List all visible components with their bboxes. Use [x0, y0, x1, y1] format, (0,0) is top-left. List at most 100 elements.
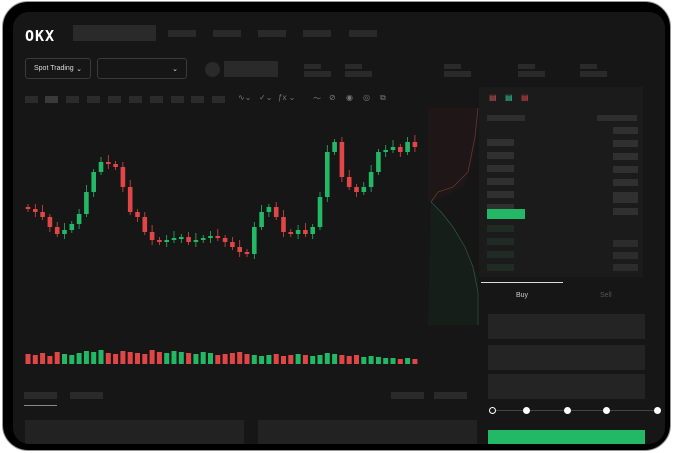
book-header — [597, 115, 637, 121]
candle-body — [33, 209, 38, 212]
candle-body — [149, 232, 155, 240]
volume-bar — [127, 352, 133, 364]
volume-bar — [354, 355, 359, 364]
candle-body — [295, 230, 301, 234]
candle-body — [142, 217, 148, 232]
wave-icon[interactable]: 〜 — [313, 94, 321, 103]
slider-step-75[interactable] — [603, 407, 610, 414]
order-card — [258, 420, 477, 444]
timeframe-button[interactable] — [25, 96, 38, 103]
candle-body — [361, 187, 367, 192]
candle-body — [76, 214, 82, 224]
timeframe-button[interactable] — [129, 96, 142, 103]
settings-icon[interactable]: ◎ — [363, 93, 370, 102]
orderbook-sell-icon[interactable]: ▤ — [521, 93, 529, 102]
slider-step-50[interactable] — [564, 407, 571, 414]
orderbook-buy-icon[interactable]: ▤ — [505, 93, 513, 102]
indicator-icon[interactable]: ∿⌄ — [238, 93, 252, 102]
buy-button[interactable] — [488, 430, 645, 444]
timeframe-button[interactable] — [45, 96, 58, 103]
nav-item[interactable] — [349, 30, 377, 37]
timeframe-button[interactable] — [171, 96, 184, 103]
timeframe-button[interactable] — [87, 96, 100, 103]
volume-bar — [368, 356, 374, 364]
candle-body — [390, 147, 396, 150]
volume-bar — [120, 351, 126, 364]
timeframe-button[interactable] — [191, 96, 204, 103]
candle-body — [412, 142, 418, 147]
candle-body — [259, 212, 264, 227]
volume-bar — [200, 352, 206, 364]
candle-body — [62, 230, 67, 234]
filter-button[interactable] — [434, 392, 467, 399]
volume-bar — [69, 355, 75, 364]
volume-bar — [317, 355, 323, 364]
ruler-icon[interactable]: ⊘ — [329, 93, 336, 102]
candle-body — [405, 142, 410, 152]
volume-bar — [91, 352, 97, 364]
nav-item[interactable] — [213, 30, 241, 37]
timeframe-button[interactable] — [212, 96, 225, 103]
function-icon[interactable]: ƒx ⌄ — [278, 93, 296, 102]
volume-bar — [332, 354, 338, 364]
candle-body — [376, 152, 381, 172]
price-input[interactable] — [488, 314, 645, 339]
candle-body — [98, 162, 104, 172]
tab-buy[interactable]: Buy — [516, 292, 529, 299]
tab-sell[interactable]: Sell — [600, 292, 612, 299]
ask-amount — [613, 192, 638, 199]
volume-bar — [251, 355, 257, 364]
bid-price — [487, 238, 514, 245]
filter-button[interactable] — [391, 392, 424, 399]
search-bar[interactable] — [73, 25, 156, 41]
candle-body — [339, 142, 345, 177]
ask-price — [487, 165, 514, 172]
percent-slider[interactable] — [493, 410, 658, 411]
amount-input[interactable] — [488, 345, 645, 370]
candle-body — [266, 207, 272, 212]
candle-body — [47, 217, 53, 227]
tab-order-history[interactable] — [70, 392, 103, 399]
bid-amount — [613, 264, 638, 271]
tab-open-orders[interactable] — [24, 392, 57, 399]
volume-bar — [259, 356, 265, 364]
volume-bar — [361, 357, 367, 364]
ask-price — [487, 191, 514, 198]
order-card — [25, 420, 244, 444]
nav-item[interactable] — [168, 30, 196, 37]
timeframe-button[interactable] — [150, 96, 163, 103]
stat-value — [304, 71, 331, 77]
candle-body — [84, 192, 89, 214]
candle-body — [303, 230, 308, 234]
volume-bar — [83, 351, 89, 364]
timeframe-button[interactable] — [66, 96, 79, 103]
ask-price — [487, 204, 514, 211]
candle-body — [237, 247, 242, 252]
market-type-dropdown[interactable]: Spot Trading ⌄ — [25, 58, 91, 79]
volume-bar — [383, 358, 389, 364]
volume-bar — [266, 355, 272, 364]
candle-body — [244, 252, 250, 254]
stat-label — [444, 64, 461, 69]
stat-label — [580, 64, 597, 69]
nav-item[interactable] — [303, 30, 331, 37]
pair-dropdown[interactable]: ⌄ — [97, 58, 187, 79]
timeframe-button[interactable] — [108, 96, 121, 103]
nav-item[interactable] — [258, 30, 286, 37]
ask-price — [487, 178, 514, 185]
total-input[interactable] — [488, 374, 645, 399]
candle-body — [54, 227, 60, 234]
fullscreen-icon[interactable]: ⧉ — [380, 93, 386, 102]
volume-bar — [288, 355, 294, 364]
ask-amount — [613, 196, 638, 203]
slider-step-25[interactable] — [523, 407, 530, 414]
active-tab-indicator — [24, 405, 57, 406]
candle-body — [281, 217, 286, 232]
orderbook-both-icon[interactable]: ▤ — [489, 93, 497, 102]
slider-handle[interactable] — [489, 407, 496, 414]
volume-bar — [98, 350, 104, 364]
slider-step-100[interactable] — [654, 407, 661, 414]
camera-icon[interactable]: ◉ — [346, 93, 353, 102]
draw-line-icon[interactable]: ✓⌄ — [259, 93, 273, 102]
